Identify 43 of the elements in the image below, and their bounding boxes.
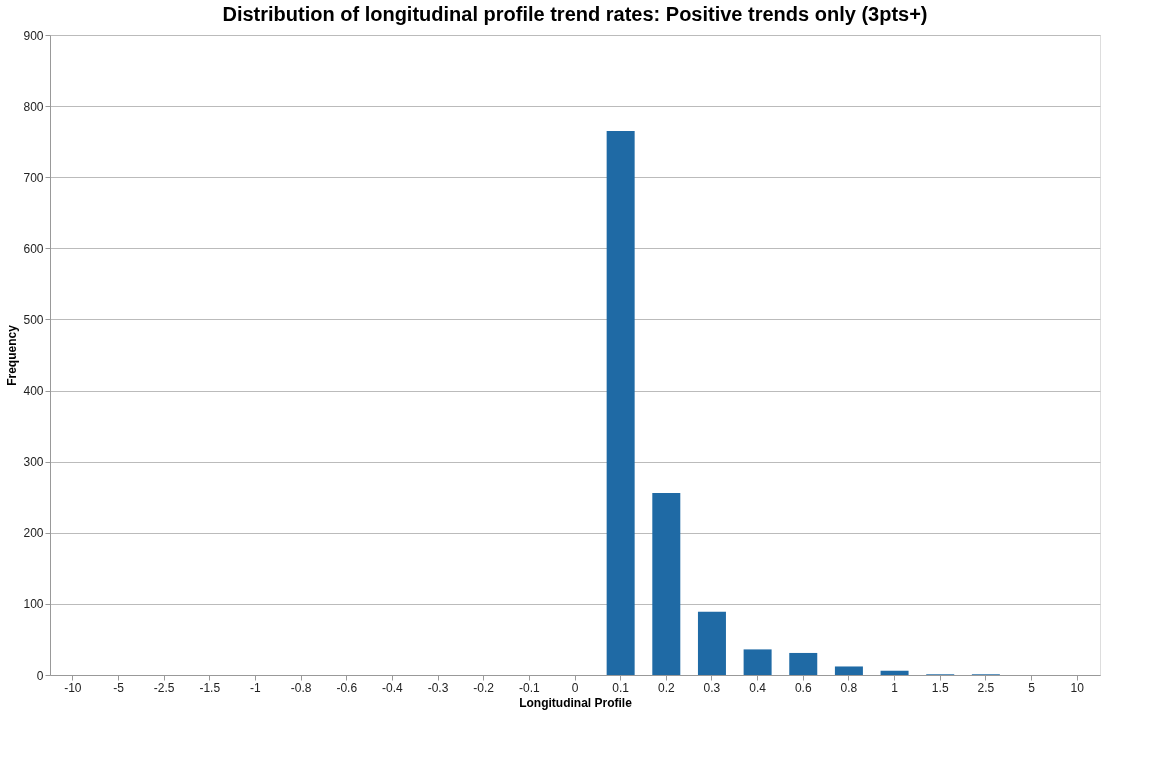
bar (743, 649, 772, 675)
x-tick-label: -0.6 (336, 680, 358, 695)
y-tick-label: 500 (23, 312, 44, 327)
x-tick-label: -0.8 (290, 680, 312, 695)
y-tick-label: 100 (23, 597, 44, 612)
x-tick-label: 0.4 (749, 680, 767, 695)
y-tick-label: 300 (23, 455, 44, 470)
x-tick-label: -5 (113, 680, 125, 695)
bar (789, 652, 818, 675)
y-tick-label: 600 (23, 241, 44, 256)
x-tick-label: 0.8 (840, 680, 858, 695)
chart-title: Distribution of longitudinal profile trend rates: Positive trends only (3pts+) (222, 3, 928, 25)
x-tick-label: -0.2 (473, 680, 495, 695)
y-tick-label: 0 (36, 668, 44, 683)
x-tick-label: 1 (891, 680, 899, 695)
x-tick-label: 10 (1070, 680, 1085, 695)
x-tick-label: 0.1 (612, 680, 630, 695)
x-tick-label: 1.5 (931, 680, 949, 695)
x-tick-label: 5 (1028, 680, 1036, 695)
x-tick-label: -0.1 (519, 680, 541, 695)
bar (834, 666, 863, 675)
y-tick-label: 800 (23, 99, 44, 114)
x-axis-title: Longitudinal Profile (519, 695, 633, 710)
y-tick-label: 200 (23, 526, 44, 541)
x-tick-label: 2.5 (977, 680, 995, 695)
bar (697, 611, 726, 675)
x-tick-label: 0.6 (794, 680, 812, 695)
y-tick-label: 900 (23, 28, 44, 43)
bar (606, 131, 635, 675)
x-tick-label: -1.5 (199, 680, 221, 695)
x-tick-label: -1 (250, 680, 262, 695)
bar (652, 492, 681, 675)
y-tick-label: 700 (23, 170, 44, 185)
x-tick-label: 0.2 (657, 680, 675, 695)
x-tick-label: 0.3 (703, 680, 721, 695)
x-tick-label: -10 (64, 680, 82, 695)
x-tick-label: -0.4 (382, 680, 404, 695)
bar (880, 670, 909, 675)
x-tick-label: 0 (571, 680, 579, 695)
y-axis-title: Frequency (5, 324, 20, 386)
y-tick-label: 400 (23, 384, 44, 399)
x-tick-label: -0.3 (427, 680, 449, 695)
x-tick-label: -2.5 (153, 680, 175, 695)
